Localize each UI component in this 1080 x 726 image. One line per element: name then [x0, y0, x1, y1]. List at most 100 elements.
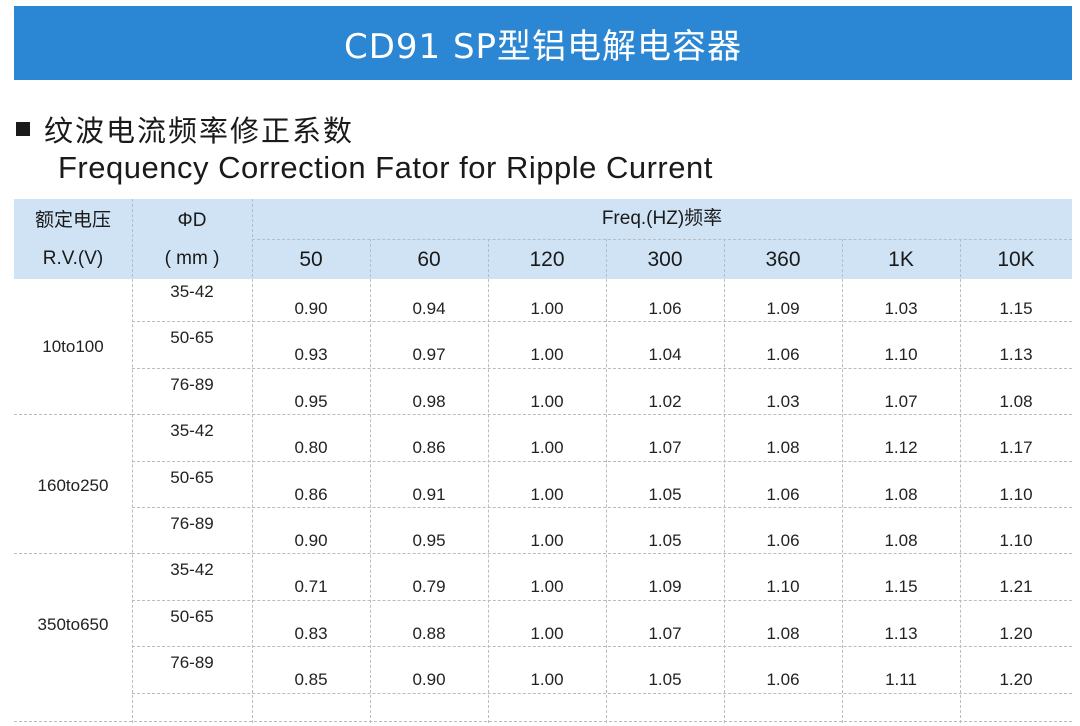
diameter-cell: 76-89 [170, 374, 214, 394]
row-divider [132, 599, 1072, 601]
value-cell: 1.04 [648, 345, 682, 365]
value-cell: 0.88 [412, 623, 446, 643]
value-cell: 1.07 [648, 438, 682, 458]
value-cell: 1.05 [648, 531, 682, 550]
value-cell: 1.07 [884, 391, 918, 411]
header-freq-50: 50 [299, 248, 323, 271]
value-cell: 1.13 [884, 623, 918, 643]
row-divider [132, 507, 1072, 508]
diameter-cell: 50-65 [170, 606, 214, 626]
row-divider [132, 321, 1072, 323]
column-divider [960, 239, 961, 723]
value-cell: 0.94 [412, 299, 446, 318]
value-cell: 1.08 [766, 438, 800, 458]
header-frequency-title: Freq.(HZ)频率 [601, 208, 723, 229]
value-cell: 0.85 [294, 670, 328, 690]
row-divider [132, 553, 1072, 555]
value-cell: 1.15 [999, 299, 1033, 318]
value-cell: 1.05 [648, 670, 682, 690]
row-divider [132, 367, 1072, 369]
value-cell: 1.09 [648, 577, 682, 597]
row-divider [14, 553, 132, 555]
section-heading: 纹波电流频率修正系数 [16, 108, 354, 150]
diameter-cell: 76-89 [170, 653, 214, 673]
value-cell: 1.07 [648, 623, 682, 643]
column-divider [724, 239, 725, 723]
diameter-cell: 35-42 [170, 560, 214, 580]
header-rated-voltage-en: R.V.(V) [42, 248, 104, 269]
value-cell: 1.06 [766, 670, 800, 690]
diameter-cell: 35-42 [170, 421, 214, 441]
row-divider [132, 460, 1072, 462]
value-cell: 1.00 [530, 484, 564, 504]
diameter-cell: 50-65 [170, 328, 214, 348]
header-freq-60: 60 [417, 248, 441, 271]
value-cell: 1.20 [999, 623, 1033, 643]
value-cell: 1.00 [530, 670, 564, 690]
value-cell: 1.03 [766, 391, 800, 411]
value-cell: 1.08 [884, 531, 918, 550]
diameter-cell: 76-89 [170, 514, 214, 533]
value-cell: 0.71 [294, 577, 328, 597]
row-divider [132, 646, 1072, 648]
value-cell: 1.06 [766, 484, 800, 504]
column-divider [842, 239, 843, 723]
row-divider [132, 414, 1072, 416]
section-title-en: Frequency Correction Fator for Ripple Cu… [58, 150, 713, 185]
value-cell: 0.90 [294, 299, 328, 318]
value-cell: 0.90 [412, 670, 446, 690]
value-cell: 1.02 [648, 391, 682, 411]
value-cell: 1.21 [999, 577, 1033, 597]
header-freq-360: 360 [765, 248, 801, 271]
value-cell: 1.00 [530, 577, 564, 597]
value-cell: 0.91 [412, 484, 446, 504]
title-banner: CD91 SP型铝电解电容器 [14, 6, 1072, 80]
value-cell: 1.08 [884, 484, 918, 504]
value-cell: 1.06 [766, 345, 800, 365]
value-cell: 1.00 [530, 438, 564, 458]
value-cell: 0.86 [412, 438, 446, 458]
voltage-group-label: 350to650 [37, 615, 109, 634]
value-cell: 1.05 [648, 484, 682, 504]
voltage-group-label: 160to250 [37, 475, 109, 495]
value-cell: 1.10 [884, 345, 918, 365]
value-cell: 1.10 [766, 577, 800, 597]
value-cell: 1.12 [884, 438, 918, 458]
value-cell: 1.08 [999, 391, 1033, 411]
row-divider [252, 239, 1072, 240]
value-cell: 0.95 [294, 391, 328, 411]
value-cell: 1.00 [530, 623, 564, 643]
value-cell: 1.06 [648, 299, 682, 318]
value-cell: 0.93 [294, 345, 328, 365]
value-cell: 1.10 [999, 531, 1033, 550]
header-diameter: ΦD [177, 210, 207, 231]
header-freq-10k: 10K [997, 248, 1035, 271]
voltage-group-label: 10to100 [42, 336, 104, 356]
header-freq-1k: 1K [888, 248, 914, 271]
value-cell: 0.90 [294, 531, 328, 550]
value-cell: 1.00 [530, 345, 564, 365]
column-divider [370, 239, 371, 723]
value-cell: 1.00 [530, 391, 564, 411]
square-bullet-icon [16, 122, 30, 136]
column-divider [606, 239, 607, 723]
value-cell: 1.00 [530, 299, 564, 318]
value-cell: 0.80 [294, 438, 328, 458]
value-cell: 1.13 [999, 345, 1033, 365]
header-rated-voltage-cn: 额定电压 [34, 210, 111, 231]
diameter-cell: 35-42 [170, 282, 214, 301]
section-title-cn: 纹波电流频率修正系数 [44, 114, 355, 148]
value-cell: 1.08 [766, 623, 800, 643]
row-divider [14, 414, 132, 416]
value-cell: 1.06 [766, 531, 800, 550]
value-cell: 0.97 [412, 345, 446, 365]
banner-title: CD91 SP型铝电解电容器 [343, 26, 743, 67]
value-cell: 1.17 [999, 438, 1033, 458]
value-cell: 0.98 [412, 391, 446, 411]
column-divider [488, 239, 489, 723]
row-divider [132, 692, 1072, 694]
value-cell: 0.95 [412, 531, 446, 550]
value-cell: 1.09 [766, 299, 800, 318]
value-cell: 1.20 [999, 670, 1033, 690]
value-cell: 1.11 [885, 670, 917, 690]
